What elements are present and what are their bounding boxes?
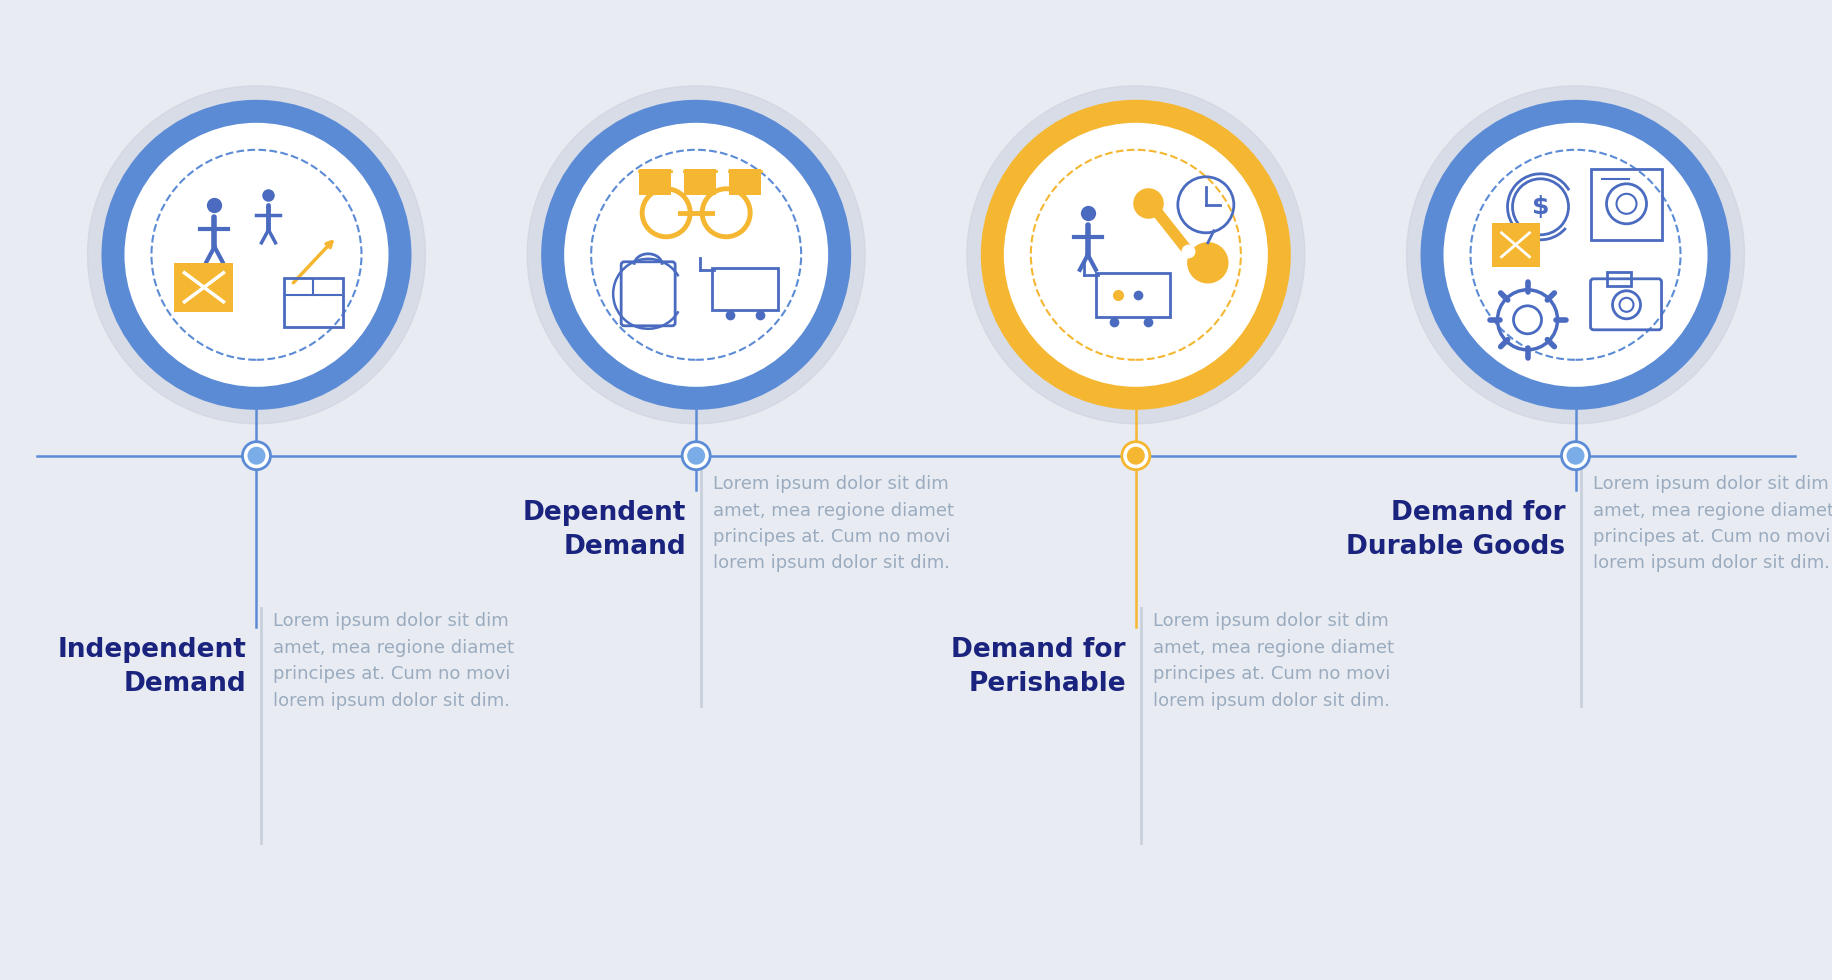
Circle shape [1187, 243, 1227, 283]
Circle shape [242, 442, 271, 469]
Circle shape [1566, 447, 1585, 465]
Circle shape [125, 122, 388, 387]
Text: Independent
Demand: Independent Demand [57, 637, 247, 697]
Circle shape [1420, 100, 1731, 410]
Circle shape [1127, 447, 1145, 465]
Text: Dependent
Demand: Dependent Demand [522, 500, 687, 560]
FancyBboxPatch shape [174, 263, 233, 312]
FancyBboxPatch shape [729, 169, 760, 195]
Circle shape [564, 122, 828, 387]
Circle shape [1561, 442, 1590, 469]
Circle shape [1407, 86, 1744, 423]
Circle shape [540, 100, 852, 410]
Circle shape [980, 100, 1292, 410]
FancyBboxPatch shape [683, 169, 716, 195]
Text: Demand for
Durable Goods: Demand for Durable Goods [1347, 500, 1566, 560]
Circle shape [682, 442, 711, 469]
Circle shape [687, 447, 705, 465]
FancyBboxPatch shape [639, 169, 671, 195]
Circle shape [528, 86, 865, 423]
Circle shape [1121, 442, 1150, 469]
Text: $: $ [1532, 195, 1550, 219]
Text: Lorem ipsum dolor sit dim
amet, mea regione diamet
principes at. Cum no movi
lor: Lorem ipsum dolor sit dim amet, mea regi… [713, 475, 954, 572]
Circle shape [1004, 122, 1268, 387]
Circle shape [101, 100, 412, 410]
FancyBboxPatch shape [1491, 222, 1539, 267]
Text: Demand for
Perishable: Demand for Perishable [951, 637, 1127, 697]
Text: Lorem ipsum dolor sit dim
amet, mea regione diamet
principes at. Cum no movi
lor: Lorem ipsum dolor sit dim amet, mea regi… [273, 612, 515, 710]
Circle shape [247, 447, 266, 465]
Circle shape [1444, 122, 1707, 387]
Circle shape [967, 86, 1304, 423]
Text: Lorem ipsum dolor sit dim
amet, mea regione diamet
principes at. Cum no movi
lor: Lorem ipsum dolor sit dim amet, mea regi… [1152, 612, 1394, 710]
Circle shape [88, 86, 425, 423]
Text: Lorem ipsum dolor sit dim
amet, mea regione diamet
principes at. Cum no movi
lor: Lorem ipsum dolor sit dim amet, mea regi… [1592, 475, 1832, 572]
